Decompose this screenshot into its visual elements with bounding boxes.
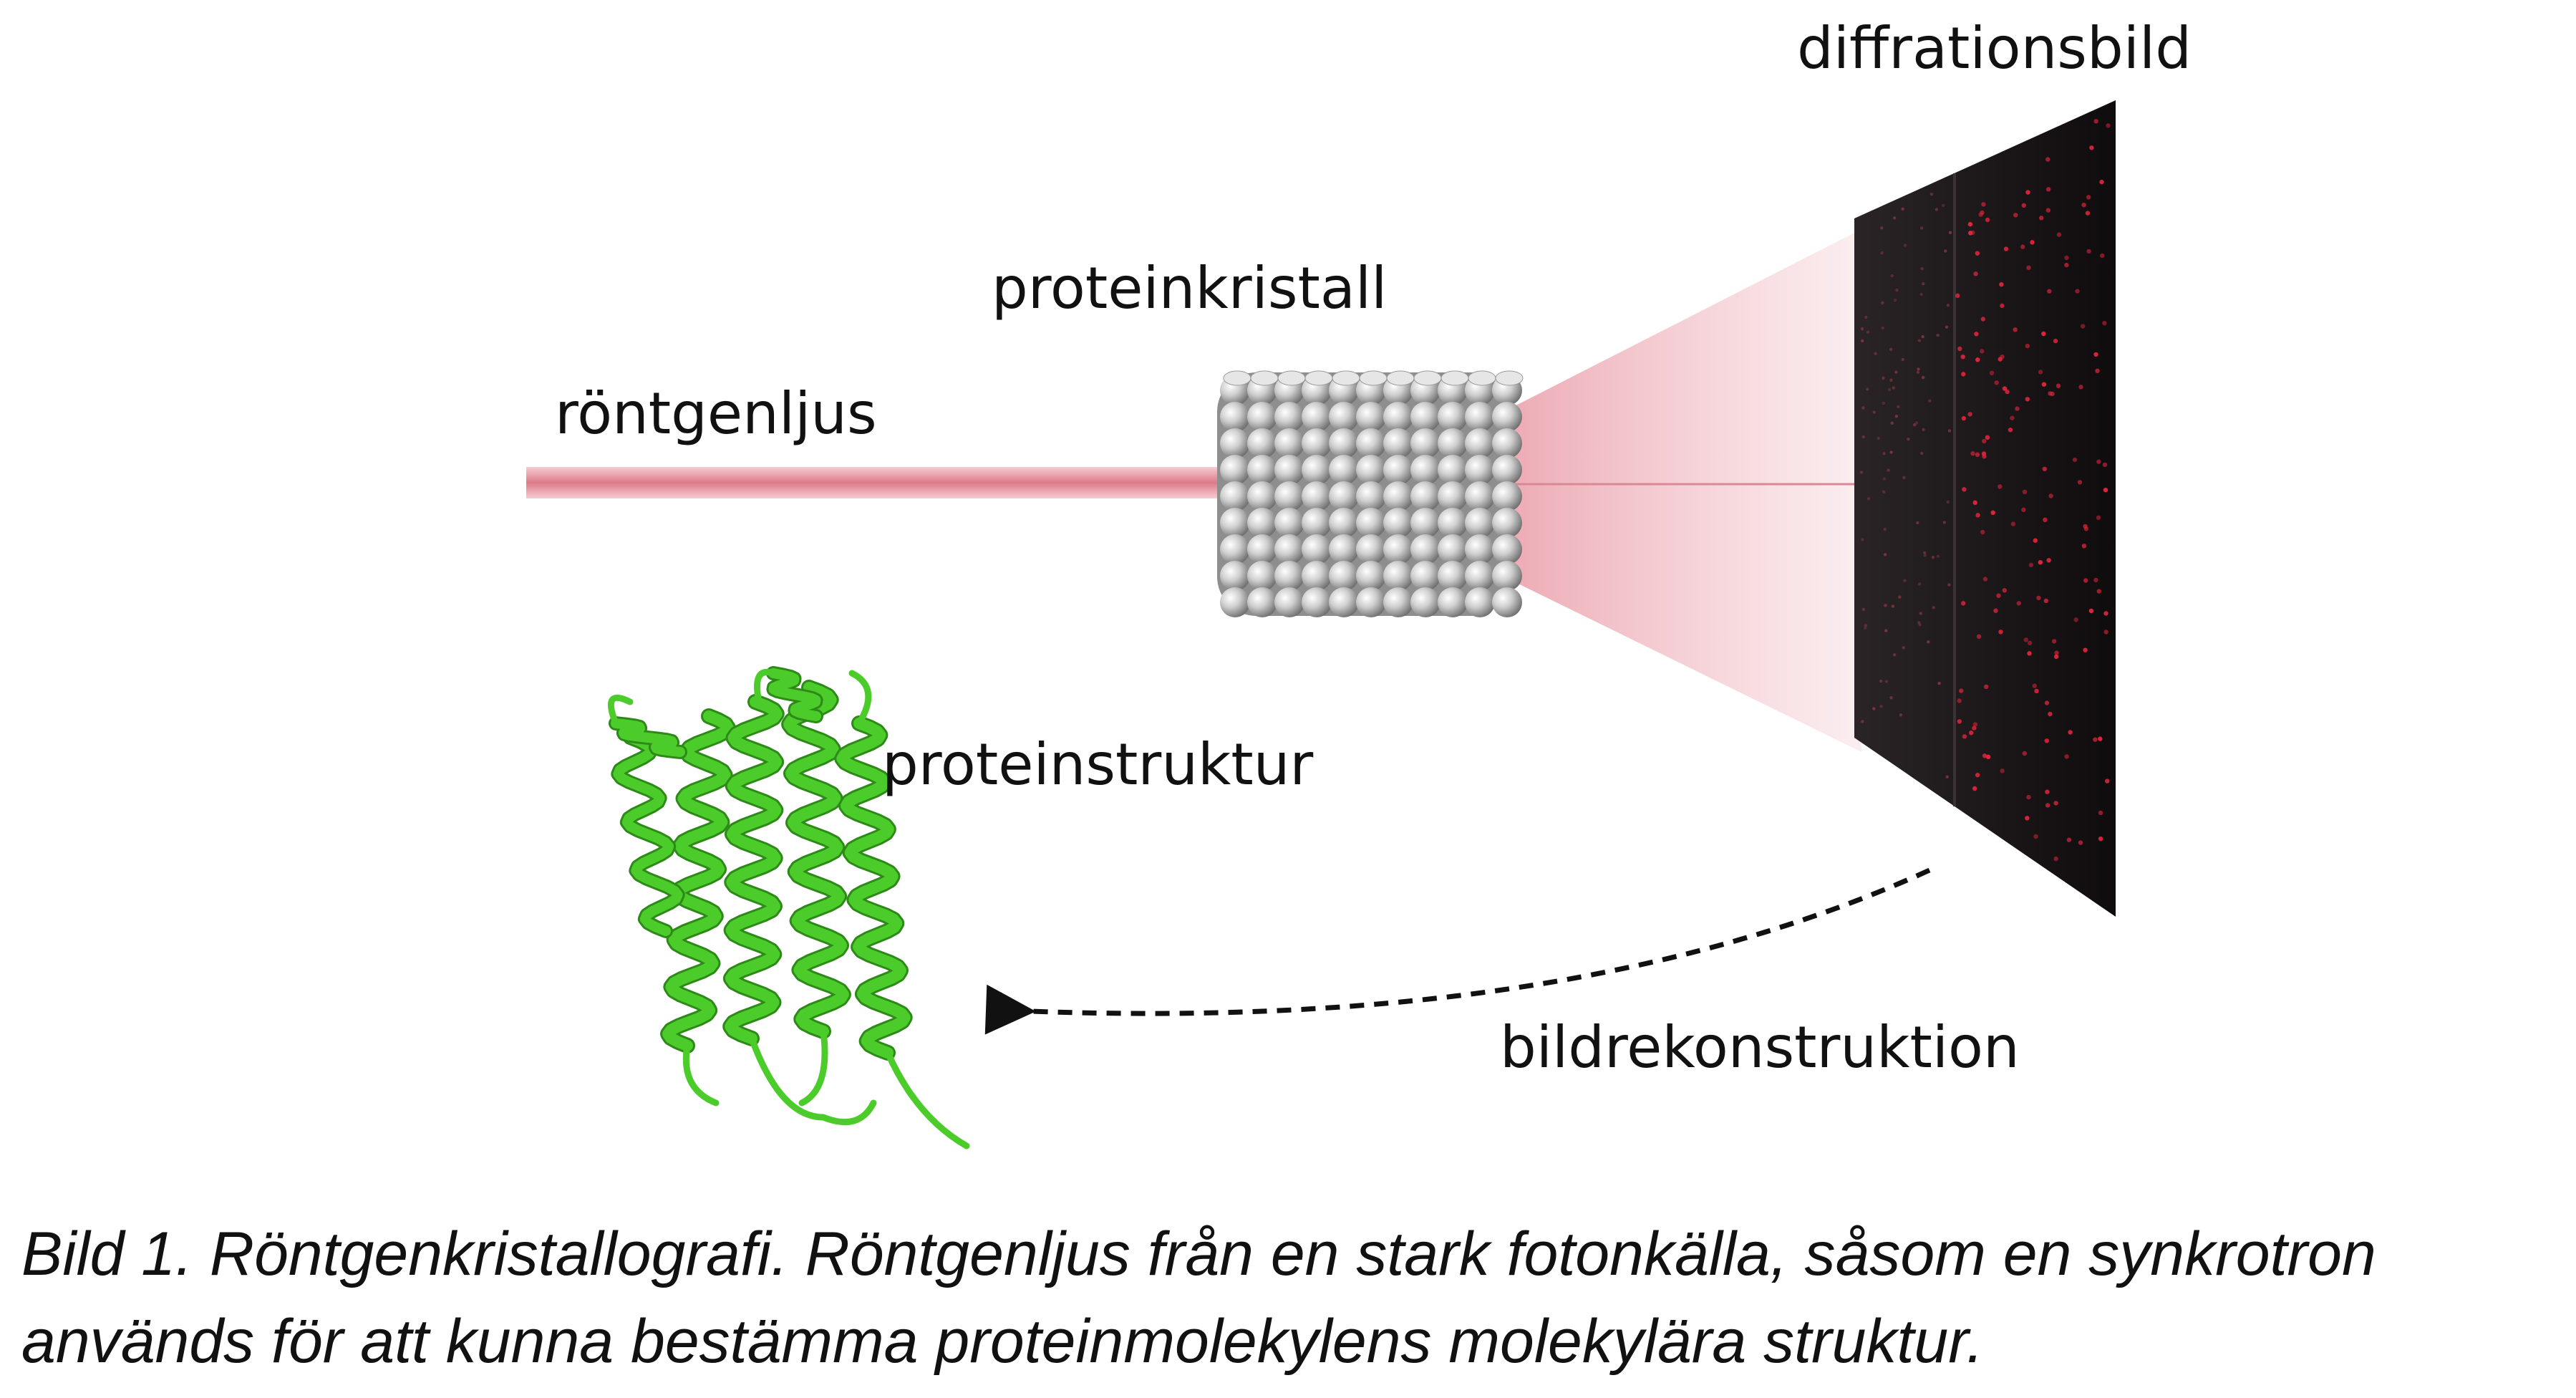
diffraction-label: diffrationsbild: [1797, 15, 2192, 82]
xray-label: röntgenljus: [555, 380, 877, 447]
structure-label: proteinstruktur: [882, 731, 1313, 798]
caption-line-1: Bild 1. Röntgenkristallografi. Röntgenlj…: [21, 1220, 2376, 1288]
figure-caption: Bild 1. Röntgenkristallografi. Röntgenlj…: [21, 1210, 2556, 1385]
xray-beam: [526, 467, 1256, 498]
caption-line-2: används för att kunna bestämma proteinmo…: [21, 1307, 1984, 1376]
crystal-label: proteinkristall: [992, 255, 1387, 322]
diffraction-detector: [1854, 100, 2116, 917]
reconstruction-arrow: [984, 867, 1931, 1035]
xray-crystallography-diagram: röntgenljus proteinkristall diffrationsb…: [526, 15, 2192, 1149]
diffraction-cone: [1496, 229, 1861, 752]
protein-crystal: [1217, 370, 1524, 617]
protein-structure: [607, 666, 970, 1149]
reconstruction-label: bildrekonstruktion: [1500, 1014, 2020, 1081]
diffraction-spots: [1859, 119, 2111, 862]
